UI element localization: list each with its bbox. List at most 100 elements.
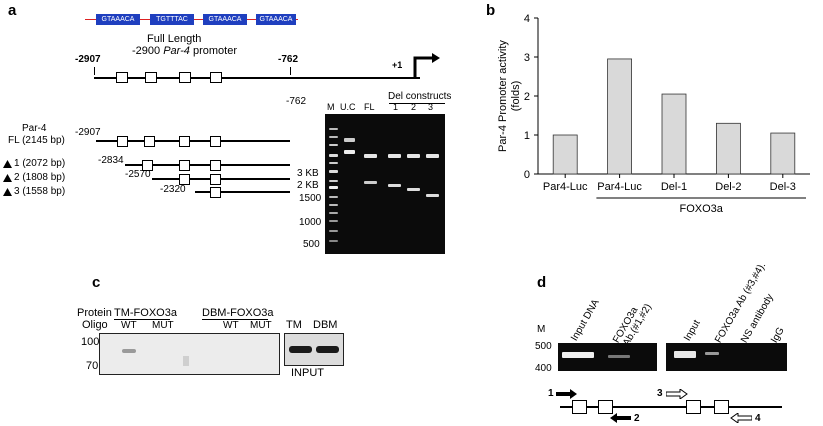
dbm-input-label: DBM xyxy=(313,319,338,331)
element-box xyxy=(572,400,587,414)
chip-promoter-line xyxy=(560,406,782,408)
size-500: 500 xyxy=(303,239,320,250)
element-box xyxy=(210,160,221,171)
y-tick-label: 1 xyxy=(524,130,530,142)
motif-box-3: GTAAACA xyxy=(203,14,247,25)
motif-box-1: GTAAACA xyxy=(96,14,140,25)
lane-m: M xyxy=(327,102,335,112)
construct-3-line xyxy=(195,191,290,193)
triangle-icon xyxy=(3,174,12,182)
bar xyxy=(607,58,632,175)
dbm-foxo3a-label: DBM-FOXO3a xyxy=(202,307,274,319)
construct-1-pos: -2834 xyxy=(98,155,124,166)
group-label: FOXO3a xyxy=(679,203,723,215)
triangle-icon xyxy=(3,188,12,196)
mw-400: 400 xyxy=(535,363,552,374)
primer-4-label: 4 xyxy=(755,413,761,424)
bar xyxy=(661,93,687,175)
promoter-activity-bar-chart: 0 1 2 3 4 Par-4 Promoter activity (folds) Par4-… xyxy=(497,13,810,215)
y-tick-label: 0 xyxy=(524,169,530,181)
lane-input: Input xyxy=(682,318,703,343)
primer-2-label: 2 xyxy=(634,413,640,424)
primer-4-arrow-icon xyxy=(730,413,752,423)
size-3kb: 3 KB xyxy=(297,168,319,179)
promoter-line xyxy=(94,77,420,79)
input-blot-image xyxy=(284,333,344,366)
primer-2-arrow-icon xyxy=(610,413,631,423)
input-label: INPUT xyxy=(291,367,324,379)
del-constructs-underline xyxy=(389,103,445,104)
lane-input-dna: Input DNA xyxy=(569,297,602,343)
primer-3-label: 3 xyxy=(657,388,663,399)
full-length-title: Full Length xyxy=(147,33,202,45)
tm-input-label: TM xyxy=(286,319,302,331)
element-box xyxy=(714,400,729,414)
lane-uc: U.C xyxy=(340,102,356,112)
chip-gel-right-image xyxy=(666,343,787,371)
tick-762 xyxy=(290,67,291,75)
motif-box-2: TGTTTAC xyxy=(150,14,194,25)
bar xyxy=(715,122,741,175)
element-box xyxy=(686,400,701,414)
pos-plus1: +1 xyxy=(392,60,403,70)
size-1000: 1000 xyxy=(299,217,322,228)
fl-label-1: Par-4 xyxy=(22,123,47,134)
tss-arrow-icon xyxy=(413,53,440,78)
construct-3-label: 3 (1558 bp) xyxy=(14,186,66,197)
mw-100: 100 xyxy=(81,336,100,348)
mut-1: MUT xyxy=(152,320,174,331)
del-constructs-label: Del constructs xyxy=(388,91,452,102)
element-box xyxy=(598,400,613,414)
x-tick-label: Par4-Luc xyxy=(597,181,642,193)
primer-1-arrow-icon xyxy=(556,389,577,399)
element-box xyxy=(210,72,222,83)
y-tick-label: 3 xyxy=(524,52,530,64)
lane-fl: FL xyxy=(364,102,375,112)
tick-2907 xyxy=(94,67,95,75)
element-box xyxy=(179,174,190,185)
pos-762-below: -762 xyxy=(286,96,307,107)
x-tick-label: Del-2 xyxy=(715,181,741,193)
pos-762: -762 xyxy=(278,54,299,65)
oligo-label: Oligo xyxy=(82,319,108,331)
emsa-blot-image xyxy=(99,333,280,375)
panel-c-label: c xyxy=(92,274,101,291)
construct-3-pos: -2320 xyxy=(160,184,186,195)
wt-2: WT xyxy=(223,320,239,331)
fl-construct-line xyxy=(96,140,290,142)
lane-1: 1 xyxy=(393,102,399,112)
element-box xyxy=(117,136,128,147)
motif-box-4: GTAAACA xyxy=(256,14,296,25)
fl-pos: -2907 xyxy=(75,127,101,138)
construct-2-line xyxy=(152,178,290,180)
construct-2-pos: -2570 xyxy=(125,169,151,180)
pos-2907: -2907 xyxy=(75,54,101,65)
mut-2: MUT xyxy=(250,320,272,331)
element-box xyxy=(210,174,221,185)
x-tick-label: Del-3 xyxy=(770,181,796,193)
agarose-gel-image xyxy=(325,114,445,254)
tm-foxo3a-underline xyxy=(114,319,170,320)
bar xyxy=(770,132,796,175)
element-box xyxy=(144,136,155,147)
triangle-icon xyxy=(3,160,12,168)
y-axis-label-line1: Par-4 Promoter activity xyxy=(497,40,509,152)
bar xyxy=(552,134,578,175)
size-2kb: 2 KB xyxy=(297,180,319,191)
element-box xyxy=(145,72,157,83)
fl-label-2: FL (2145 bp) xyxy=(8,135,65,146)
panel-b-label: b xyxy=(486,2,496,19)
tm-foxo3a-label: TM-FOXO3a xyxy=(114,307,177,319)
element-box xyxy=(179,160,190,171)
mw-70: 70 xyxy=(86,360,99,372)
protein-label: Protein xyxy=(77,307,112,319)
x-tick-label: Par4-Luc xyxy=(543,181,588,193)
construct-1-label: 1 (2072 bp) xyxy=(14,158,66,169)
mw-500: 500 xyxy=(535,341,552,352)
element-box xyxy=(210,187,221,198)
panel-d-label: d xyxy=(537,274,547,291)
dbm-foxo3a-underline xyxy=(202,319,268,320)
element-box xyxy=(142,160,153,171)
primer-1-label: 1 xyxy=(548,388,554,399)
